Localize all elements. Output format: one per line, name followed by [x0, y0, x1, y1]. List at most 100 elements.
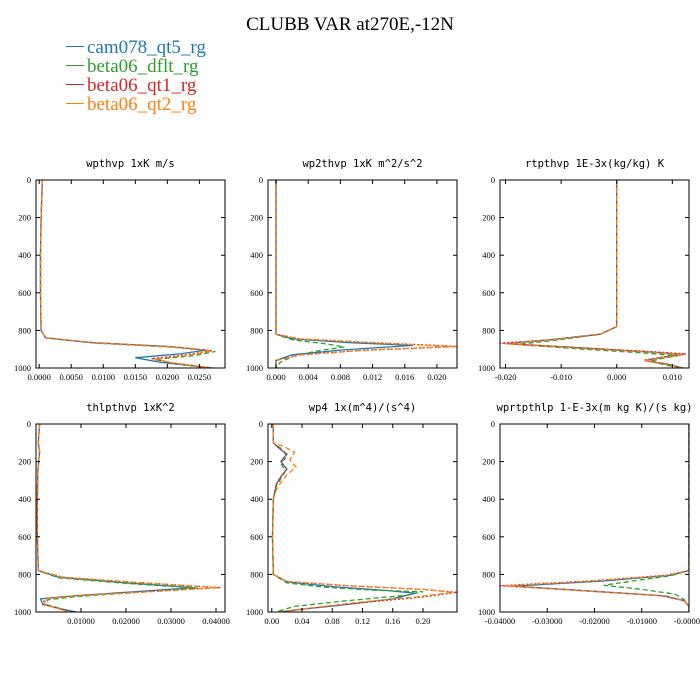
legend-item: cam078_qt5_rg [66, 38, 206, 57]
plot-frame [499, 179, 690, 369]
x-tick-label: 0.000 [607, 372, 626, 382]
y-tick-label: 1000 [246, 363, 263, 373]
y-tick-label: 400 [18, 250, 31, 260]
series-line [271, 424, 454, 612]
series-line [516, 180, 684, 368]
series-line [504, 424, 689, 612]
x-tick-label: 0.12 [355, 616, 370, 626]
y-tick-label: 800 [250, 569, 263, 579]
x-tick-label: 0.0150 [124, 372, 147, 382]
series-line [275, 180, 413, 368]
x-tick-label: 0.04 [295, 616, 311, 626]
series-line [36, 424, 194, 612]
legend-swatch [66, 83, 84, 86]
plot-title: wpthvp 1xK m/s [86, 158, 175, 170]
plot-title: rtpthvp 1E-3x(kg/kg) K [525, 158, 665, 170]
y-tick-label: 600 [18, 532, 31, 542]
plot-title: wprtpthlp 1-E-3x(m kg K)/(s kg) [497, 402, 693, 414]
x-tick-label: -0.01000 [627, 616, 657, 626]
x-tick-label: 0.0050 [60, 372, 83, 382]
x-tick-label: 0.012 [363, 372, 382, 382]
y-tick-label: 0 [259, 419, 263, 429]
legend-item: beta06_dflt_rg [66, 57, 206, 76]
y-tick-label: 600 [250, 288, 263, 298]
y-tick-label: 400 [250, 250, 263, 260]
y-tick-label: 200 [18, 457, 31, 467]
series-line [603, 424, 689, 612]
y-tick-label: 800 [482, 325, 495, 335]
plot-title: thlpthvp 1xK^2 [86, 402, 175, 414]
x-tick-label: 0.016 [395, 372, 414, 382]
chart-panel: thlpthvp 1xK^2 0 200 400 600 800 1000 0.01000 0.… [14, 402, 230, 626]
y-tick-label: 0 [491, 419, 495, 429]
plot-title: wp2thvp 1xK m^2/s^2 [302, 158, 422, 170]
y-tick-label: 1000 [478, 363, 495, 373]
y-tick-label: 200 [482, 213, 495, 223]
x-tick-label: 0.004 [299, 372, 319, 382]
legend-item: beta06_qt2_rg [66, 95, 206, 114]
legend-label: beta06_qt2_rg [87, 94, 197, 115]
x-tick-label: 0.04000 [202, 616, 230, 626]
plot-frame [35, 423, 226, 613]
x-tick-label: -0.03000 [532, 616, 562, 626]
x-tick-label: 0.000 [266, 372, 285, 382]
y-tick-label: 400 [18, 494, 31, 504]
y-tick-label: 1000 [14, 363, 31, 373]
legend-swatch [66, 64, 84, 67]
chart-panel: wp2thvp 1xK m^2/s^2020040060080010000.00… [246, 158, 458, 382]
y-tick-label: 200 [18, 213, 31, 223]
x-tick-label: 0.01000 [67, 616, 95, 626]
y-tick-label: 200 [250, 457, 263, 467]
x-tick-label: -0.02000 [579, 616, 609, 626]
y-tick-label: 200 [482, 457, 495, 467]
y-tick-label: 0 [27, 175, 31, 185]
y-tick-label: 0 [27, 419, 31, 429]
x-tick-label: -0.020 [495, 372, 517, 382]
x-tick-label: 0.03000 [157, 616, 185, 626]
x-tick-label: 0.20 [416, 616, 431, 626]
y-tick-label: 200 [250, 213, 263, 223]
y-tick-label: 1000 [246, 607, 263, 617]
x-tick-label: 0.02000 [112, 616, 140, 626]
plot-frame [35, 179, 226, 369]
series-line [514, 424, 689, 612]
x-tick-label: 0.0250 [188, 372, 211, 382]
plot-frame [499, 423, 690, 613]
page-title: CLUBB VAR at270E,-12N [246, 14, 454, 35]
x-tick-label: 0.08 [325, 616, 340, 626]
y-tick-label: 800 [18, 569, 31, 579]
y-tick-label: 1000 [478, 607, 495, 617]
y-tick-label: 1000 [14, 607, 31, 617]
y-tick-label: 800 [482, 569, 495, 579]
series-line [500, 180, 687, 368]
chart-panel: rtpthvp 1E-3x(kg/kg) K02004006008001000-… [478, 158, 690, 382]
series-line [36, 424, 221, 612]
series-line [505, 180, 684, 368]
x-tick-label: 0.00 [264, 616, 279, 626]
x-tick-label: 0.008 [331, 372, 350, 382]
legend-swatch [66, 102, 84, 105]
series-line [36, 424, 199, 612]
series-line [505, 180, 684, 368]
y-tick-label: 800 [18, 325, 31, 335]
y-tick-label: 0 [259, 175, 263, 185]
y-tick-label: 600 [482, 288, 495, 298]
plot-title: wp4 1x(m^4)/(s^4) [309, 402, 416, 414]
y-tick-label: 0 [491, 175, 495, 185]
legend-swatch [66, 45, 84, 48]
y-tick-label: 400 [482, 494, 495, 504]
series-line [39, 180, 213, 368]
plot-frame [267, 179, 458, 369]
x-tick-label: 0.0100 [92, 372, 115, 382]
series-line [36, 424, 219, 612]
legend-label: beta06_dflt_rg [87, 56, 199, 77]
y-tick-label: 400 [250, 494, 263, 504]
legend-label: cam078_qt5_rg [87, 37, 206, 58]
x-tick-label: 0.020 [427, 372, 446, 382]
x-tick-label: 0.0200 [156, 372, 179, 382]
x-tick-label: 0.010 [663, 372, 682, 382]
